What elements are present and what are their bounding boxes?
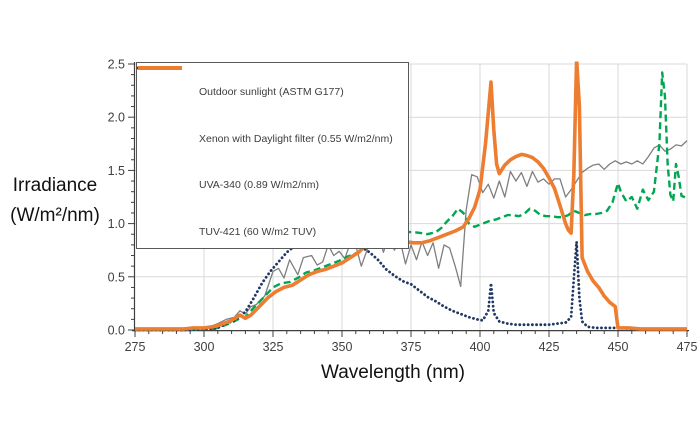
svg-text:375: 375	[401, 340, 422, 354]
x-axis-title: Wavelength (nm)	[321, 362, 465, 383]
y-axis-title: Irradiance (W/m²/nm)	[0, 171, 110, 231]
legend-swatch-line-icon	[138, 67, 195, 97]
line-tuv-421	[135, 61, 687, 331]
svg-text:2.0: 2.0	[108, 111, 125, 125]
svg-text:2.5: 2.5	[108, 58, 125, 72]
svg-text:275: 275	[125, 340, 146, 354]
svg-text:425: 425	[539, 340, 560, 354]
svg-text:400: 400	[470, 340, 491, 354]
legend-item-uva-340: UVA-340 (0.89 W/m2/nm)	[137, 66, 408, 209]
legend-label: Outdoor sunlight (ASTM G177)	[199, 86, 344, 99]
legend-label: TUV-421 (60 W/m2 TUV)	[199, 225, 317, 238]
svg-text:300: 300	[194, 340, 215, 354]
legend-swatch-dashed-line-icon	[138, 66, 195, 144]
legend-swatch-thick-line-icon	[138, 66, 195, 237]
svg-text:350: 350	[332, 340, 353, 354]
svg-text:0.5: 0.5	[108, 270, 125, 284]
legend-label: Xenon with Daylight filter (0.55 W/m2/nm…	[199, 132, 393, 145]
tick-labels: 275 300 325 350 375 400 425 450 475 0.0 0.5 1.0 1.5 2…	[108, 58, 698, 355]
legend-item-xenon-daylight-filter: Xenon with Daylight filter (0.55 W/m2/nm…	[138, 66, 408, 163]
line-outdoor-sunlight	[135, 140, 688, 331]
legend-item-outdoor-sunlight: Outdoor sunlight (ASTM G177)	[138, 67, 408, 116]
svg-text:475: 475	[677, 340, 698, 354]
legend-label: UVA-340 (0.89 W/m2/nm)	[199, 179, 320, 192]
y-axis-title-line1: Irradiance	[12, 175, 98, 196]
svg-text:325: 325	[263, 340, 284, 354]
svg-text:0.0: 0.0	[108, 324, 125, 338]
svg-text:1.0: 1.0	[108, 217, 125, 231]
svg-text:1.5: 1.5	[108, 164, 125, 178]
svg-text:450: 450	[608, 340, 629, 354]
axes	[132, 62, 689, 332]
legend-swatch-dotted-line-icon	[137, 66, 195, 190]
legend: Outdoor sunlight (ASTM G177) Xenon with …	[136, 62, 409, 249]
legend-item-tuv-421: TUV-421 (60 W/m2 TUV)	[138, 66, 408, 256]
series-lines	[135, 61, 689, 332]
line-uva-340	[135, 229, 689, 332]
tick-marks	[128, 63, 688, 337]
line-xenon-daylight-filter	[135, 71, 688, 332]
y-axis-title-line2: (W/m²/nm)	[10, 205, 100, 226]
